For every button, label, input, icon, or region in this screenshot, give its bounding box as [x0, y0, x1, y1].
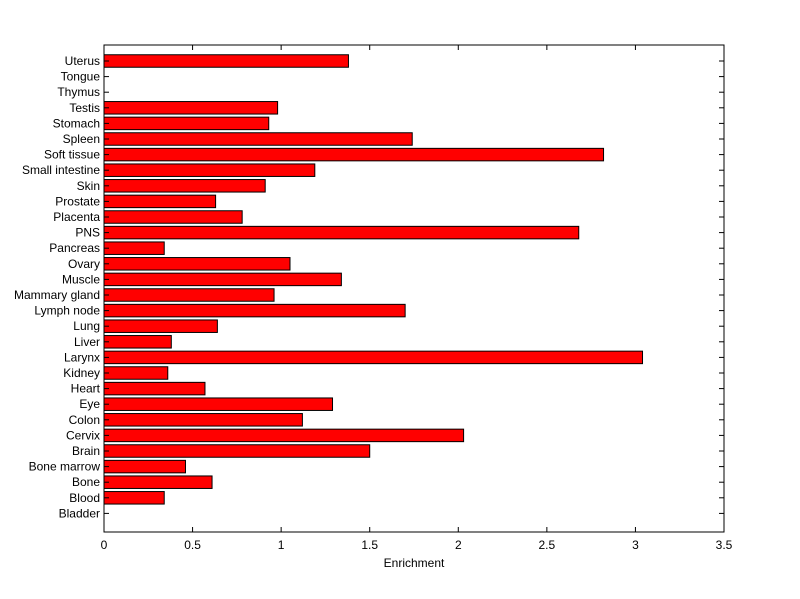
y-tick-label: Colon [69, 413, 100, 427]
y-tick-label: Bladder [59, 506, 100, 520]
x-tick-label: 2 [455, 538, 462, 552]
bar-testis [103, 101, 279, 115]
y-tick-label: Prostate [55, 194, 100, 208]
y-tick-label: Skin [77, 179, 100, 193]
bar-soft-tissue [103, 147, 605, 162]
x-tick-label: 1.5 [361, 538, 378, 552]
x-tick-label: 3.5 [716, 538, 733, 552]
y-tick-label: Testis [69, 101, 100, 115]
y-tick-label: Stomach [53, 116, 100, 130]
y-tick-label: PNS [75, 226, 100, 240]
bar-muscle [103, 272, 342, 287]
y-tick-label: Eye [79, 397, 100, 411]
bar-liver [103, 335, 172, 349]
bar-uterus [103, 54, 349, 68]
y-tick-label: Pancreas [49, 241, 100, 255]
x-axis-label: Enrichment [384, 556, 445, 570]
y-tick-label: Larynx [64, 350, 100, 364]
bar-pns [103, 225, 580, 240]
y-tick-label: Lung [73, 319, 100, 333]
y-tick-label: Thymus [57, 85, 100, 99]
bar-bone-marrow [103, 459, 186, 474]
x-tick-label: 2.5 [539, 538, 556, 552]
y-tick-label: Bone marrow [29, 460, 101, 474]
y-tick-label: Liver [74, 335, 100, 349]
y-tick-label: Bone [72, 475, 100, 489]
bar-lung [103, 319, 218, 333]
x-tick-label: 3 [632, 538, 639, 552]
bar-larynx [103, 350, 644, 365]
bar-pancreas [103, 241, 165, 255]
y-tick-label: Muscle [62, 272, 100, 286]
bar-prostate [103, 194, 217, 209]
bar-blood [103, 491, 165, 505]
plot-frame [103, 44, 725, 533]
bar-spleen [103, 132, 413, 146]
y-tick-label: Ovary [68, 257, 100, 271]
y-tick-label: Mammary gland [14, 288, 100, 302]
x-tick-label: 1 [278, 538, 285, 552]
y-tick-label: Small intestine [22, 163, 100, 177]
y-tick-label: Uterus [65, 54, 100, 68]
bar-small-intestine [103, 163, 316, 177]
bar-colon [103, 413, 303, 427]
y-tick-label: Blood [69, 491, 100, 505]
y-tick-label: Brain [72, 444, 100, 458]
x-tick-label: 0.5 [184, 538, 201, 552]
y-tick-label: Heart [71, 382, 101, 396]
y-tick-label: Lymph node [34, 304, 100, 318]
y-tick-label: Placenta [53, 210, 100, 224]
y-tick-label: Cervix [66, 428, 100, 442]
bar-mammary-gland [103, 288, 275, 302]
bar-cervix [103, 428, 465, 443]
bar-skin [103, 179, 266, 193]
bar-heart [103, 381, 206, 396]
bar-kidney [103, 366, 169, 380]
bar-stomach [103, 116, 270, 131]
bar-placenta [103, 210, 243, 224]
x-tick-label: 0 [101, 538, 108, 552]
bar-lymph-node [103, 303, 406, 318]
x-ticks-group: 0 0.5 1 1.5 2 2.5 3 3.5 [101, 45, 733, 552]
bar-brain [103, 444, 371, 458]
y-tick-label: Soft tissue [44, 148, 100, 162]
y-tick-label: Tongue [61, 70, 101, 84]
bar-eye [103, 397, 334, 411]
bar-ovary [103, 257, 291, 271]
y-tick-label: Spleen [63, 132, 100, 146]
bar-bone [103, 475, 213, 489]
y-tick-label: Kidney [63, 366, 100, 380]
